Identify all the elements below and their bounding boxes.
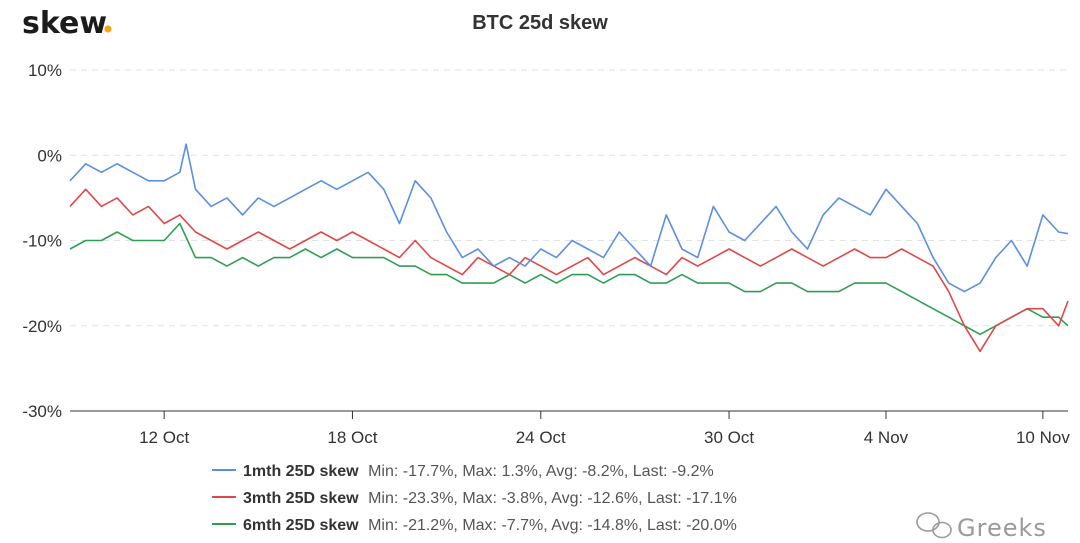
series-layer — [69, 143, 1069, 353]
y-tick-label: -30% — [22, 402, 62, 421]
x-tick-label: 30 Oct — [704, 428, 754, 447]
legend-stats-3mth: Min: -23.3%, Max: -3.8%, Avg: -12.6%, La… — [368, 490, 737, 507]
legend-name-3mth: 3mth 25D skew — [243, 490, 359, 507]
watermark: Greeks — [916, 512, 1047, 542]
y-tick-label: 0% — [37, 146, 62, 165]
svg-text:3mth 25D skew Min: -23: 3mth 25D skew Min: -23.3%, Max: -3.8%, A… — [243, 490, 737, 507]
legend-item-6mth[interactable]: 6mth 25D skew Min: -21.2%, Max: -7.7%, A… — [212, 517, 737, 534]
series-line-6mth[interactable] — [69, 222, 1069, 336]
x-tick-label: 18 Oct — [327, 428, 377, 447]
y-tick-label: -10% — [22, 232, 62, 251]
legend-name-1mth: 1mth 25D skew — [243, 463, 359, 480]
svg-text:6mth 25D skew Min: -21: 6mth 25D skew Min: -21.2%, Max: -7.7%, A… — [243, 517, 737, 534]
x-tick-label: 12 Oct — [139, 428, 189, 447]
x-tick-label: 24 Oct — [516, 428, 566, 447]
x-axis: 12 Oct 18 Oct 24 Oct 30 Oct 4 Nov 10 Nov — [139, 411, 1070, 447]
x-tick-label: 10 Nov — [1016, 428, 1070, 447]
svg-text:1mth 25D skew Min: -17: 1mth 25D skew Min: -17.7%, Max: 1.3%, Av… — [243, 463, 714, 480]
grid-layer — [70, 69, 1068, 327]
watermark-text: Greeks — [957, 514, 1047, 542]
skew-logo: skew — [22, 6, 112, 41]
legend-item-3mth[interactable]: 3mth 25D skew Min: -23.3%, Max: -3.8%, A… — [212, 490, 737, 507]
logo-dot-icon — [104, 25, 112, 33]
series-line-3mth[interactable] — [69, 188, 1069, 353]
chart-title: BTC 25d skew — [472, 12, 608, 34]
wechat-icon — [916, 512, 952, 539]
legend-item-1mth[interactable]: 1mth 25D skew Min: -17.7%, Max: 1.3%, Av… — [212, 463, 714, 480]
legend-stats-1mth: Min: -17.7%, Max: 1.3%, Avg: -8.2%, Last… — [368, 463, 714, 480]
y-tick-label: 10% — [28, 61, 62, 80]
x-tick-label: 4 Nov — [864, 428, 909, 447]
legend-stats-6mth: Min: -21.2%, Max: -7.7%, Avg: -14.8%, La… — [368, 517, 737, 534]
series-line-1mth[interactable] — [69, 143, 1069, 293]
legend: 1mth 25D skew Min: -17.7%, Max: 1.3%, Av… — [212, 463, 737, 534]
y-axis: 10% 0% -10% -20% -30% — [22, 61, 62, 421]
logo-text: skew — [22, 6, 107, 41]
legend-name-6mth: 6mth 25D skew — [243, 517, 359, 534]
y-tick-label: -20% — [22, 317, 62, 336]
